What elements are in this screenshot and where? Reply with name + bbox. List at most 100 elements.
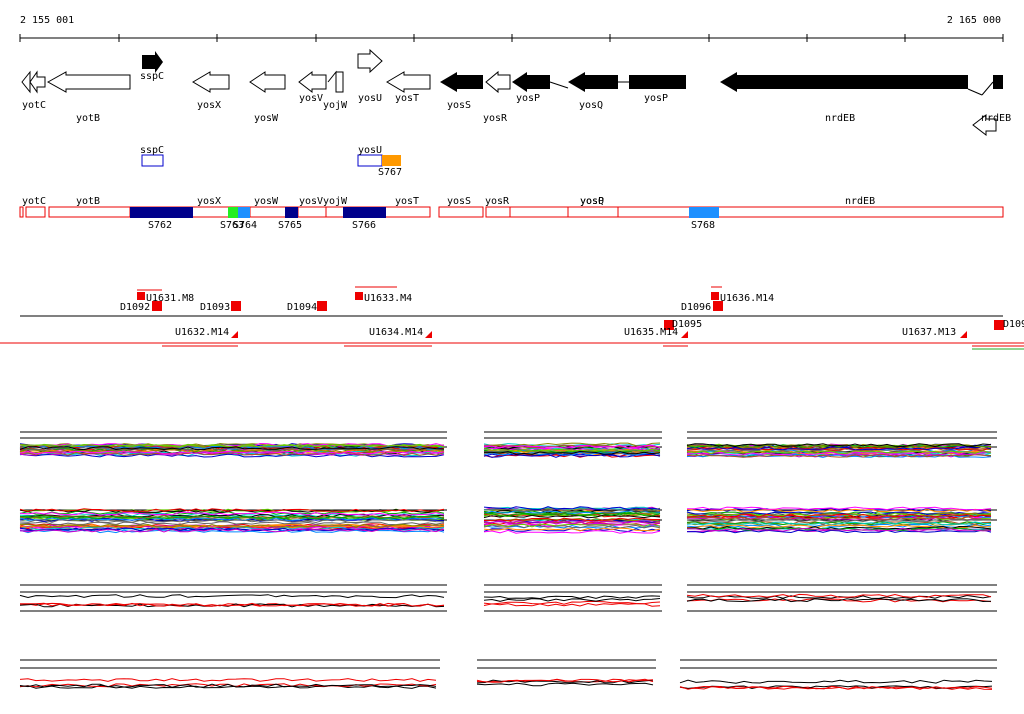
expression-line — [483, 444, 661, 449]
probe-label: D1093 — [200, 302, 230, 313]
gene-track: yotC yotB sspC yosX yosW yosV yojW yosU … — [21, 48, 1011, 137]
cluster-label: S763 — [220, 220, 244, 231]
probe-label: U1635.M14 — [624, 327, 678, 338]
gene-label: yosW — [254, 113, 279, 124]
gene-label: yojW — [323, 100, 348, 111]
expression-line — [19, 521, 445, 526]
expression-line — [483, 442, 661, 447]
expression-line — [19, 684, 437, 689]
expression-line — [686, 527, 992, 532]
expression-line — [19, 517, 445, 522]
cluster-label: S766 — [352, 220, 376, 231]
expression-line — [19, 515, 445, 520]
expression-line — [19, 527, 445, 532]
expression-line — [686, 513, 992, 518]
gene-label: yotB — [76, 113, 100, 124]
expression-line — [19, 528, 445, 533]
gene-label: yosV — [299, 93, 323, 104]
expression-line — [686, 506, 992, 511]
expression-line — [483, 448, 661, 453]
cluster-label: S765 — [278, 220, 302, 231]
expression-line — [483, 524, 661, 529]
expression-line — [19, 602, 445, 607]
probe-label: D109 — [1003, 319, 1024, 330]
expression-line — [19, 511, 445, 516]
expression-line — [686, 598, 992, 603]
probe-label: U1632.M14 — [175, 327, 229, 338]
segment-gene-label: yotC — [22, 196, 46, 207]
segment-gene-label: yosP — [580, 196, 604, 207]
segment-gene-label: yosW — [254, 196, 279, 207]
expression-line — [19, 450, 445, 455]
expression-line — [483, 512, 661, 517]
expression-line — [19, 523, 445, 528]
probe-label: U1631.M8 — [146, 293, 194, 304]
expression-line — [19, 443, 445, 448]
expression-line — [686, 516, 992, 521]
gene-label: yosQ — [579, 100, 603, 111]
gene-label: yosX — [197, 100, 221, 111]
expression-line — [19, 678, 437, 682]
gene-label: nrdEB — [981, 113, 1011, 124]
probe-label: U1637.M13 — [902, 327, 956, 338]
expression-line — [686, 443, 992, 448]
expression-line — [19, 508, 445, 513]
cluster-label: S764 — [233, 220, 257, 231]
expression-tracks — [19, 431, 997, 690]
segment-gene-label: yojW — [323, 196, 348, 207]
expression-line — [686, 450, 992, 455]
gene-label: yosP — [644, 93, 668, 104]
gene-label: yotC — [22, 100, 46, 111]
segment-gene-label: yosQ — [580, 196, 604, 207]
segment-gene-label: yotB — [76, 196, 100, 207]
expression-line — [679, 685, 993, 690]
expression-line — [686, 508, 992, 513]
expression-line — [679, 685, 993, 690]
probe-label: D1095 — [672, 319, 702, 330]
gene-label: yosS — [447, 100, 471, 111]
expression-line — [483, 506, 661, 511]
expression-line — [686, 521, 992, 526]
segment-track: yotC yotB yosX yosW yosV yojW yosT yosS … — [19, 196, 1004, 231]
domain-track: sspC yosU S767 — [140, 145, 402, 178]
domain-label: S767 — [378, 167, 402, 178]
expression-line — [679, 679, 993, 684]
gene-label: yosU — [358, 93, 382, 104]
expression-line — [483, 448, 661, 453]
expression-line — [686, 524, 992, 529]
expression-line — [686, 594, 992, 599]
expression-line — [19, 524, 445, 529]
segment-gene-label: yosT — [395, 196, 419, 207]
expression-line — [483, 521, 661, 525]
segment-gene-label: yosS — [447, 196, 471, 207]
segment-gene-label: yosX — [197, 196, 221, 207]
expression-line — [19, 451, 445, 457]
expression-line — [483, 529, 661, 534]
expression-line — [19, 519, 445, 524]
expression-line — [686, 529, 992, 534]
expression-line — [483, 450, 661, 455]
expression-line — [483, 510, 661, 515]
expression-line — [483, 514, 661, 519]
expression-line — [686, 508, 992, 512]
expression-line — [19, 594, 445, 599]
expression-line — [483, 527, 661, 532]
ruler-start: 2 155 001 — [20, 15, 74, 26]
expression-line — [483, 598, 661, 602]
expression-line — [686, 518, 992, 523]
segment-gene-label: yosR — [485, 196, 510, 207]
expression-line — [686, 521, 992, 526]
expression-line — [19, 517, 445, 522]
expression-line — [483, 508, 661, 513]
gene-label: yosP — [516, 93, 540, 104]
expression-line — [476, 678, 654, 683]
probe-label: U1636.M14 — [720, 293, 774, 304]
expression-line — [483, 524, 661, 529]
expression-line — [483, 602, 661, 607]
expression-line — [19, 446, 445, 451]
expression-line — [19, 453, 445, 458]
gene-label: yosT — [395, 93, 419, 104]
gene-label: sspC — [140, 71, 164, 82]
